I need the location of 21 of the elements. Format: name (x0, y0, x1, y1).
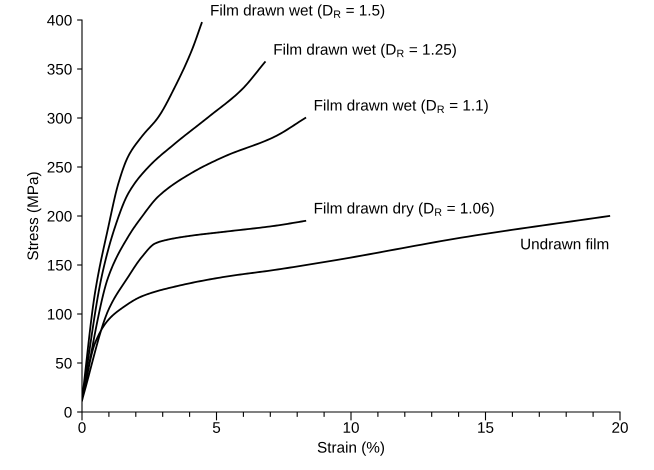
y-tick-label: 250 (48, 162, 72, 173)
series-label: Undrawn film (521, 238, 608, 250)
x-tick-label: 10 (344, 422, 359, 433)
y-tick-label: 0 (64, 406, 72, 418)
series-label: Film drawn wet (D$_{R}$ = 1.25) (274, 44, 456, 58)
y-tick-label: 150 (48, 260, 72, 271)
series-label: Film drawn wet (D$_{R}$ = 1.1) (314, 99, 488, 114)
y-tick-label: 200 (48, 210, 72, 222)
y-tick-label: 100 (48, 308, 72, 320)
x-tick-label: 15 (478, 422, 494, 433)
y-axis-title: Stress (MPa) (26, 172, 42, 260)
y-tick-label: 50 (56, 358, 72, 369)
x-tick-label: 20 (612, 422, 628, 433)
y-tick-label: 300 (47, 112, 72, 124)
x-tick-label: 5 (212, 422, 220, 433)
x-tick-label: 0 (78, 422, 86, 433)
series-label: Film drawn dry (D$_{R}$ = 1.06) (314, 202, 494, 217)
x-axis-title: Strain (%) (318, 442, 384, 456)
y-tick-label: 400 (47, 14, 72, 26)
series-label: Film drawn wet (D$_{R}$ = 1.5) (211, 4, 384, 19)
y-tick-label: 350 (47, 64, 72, 75)
